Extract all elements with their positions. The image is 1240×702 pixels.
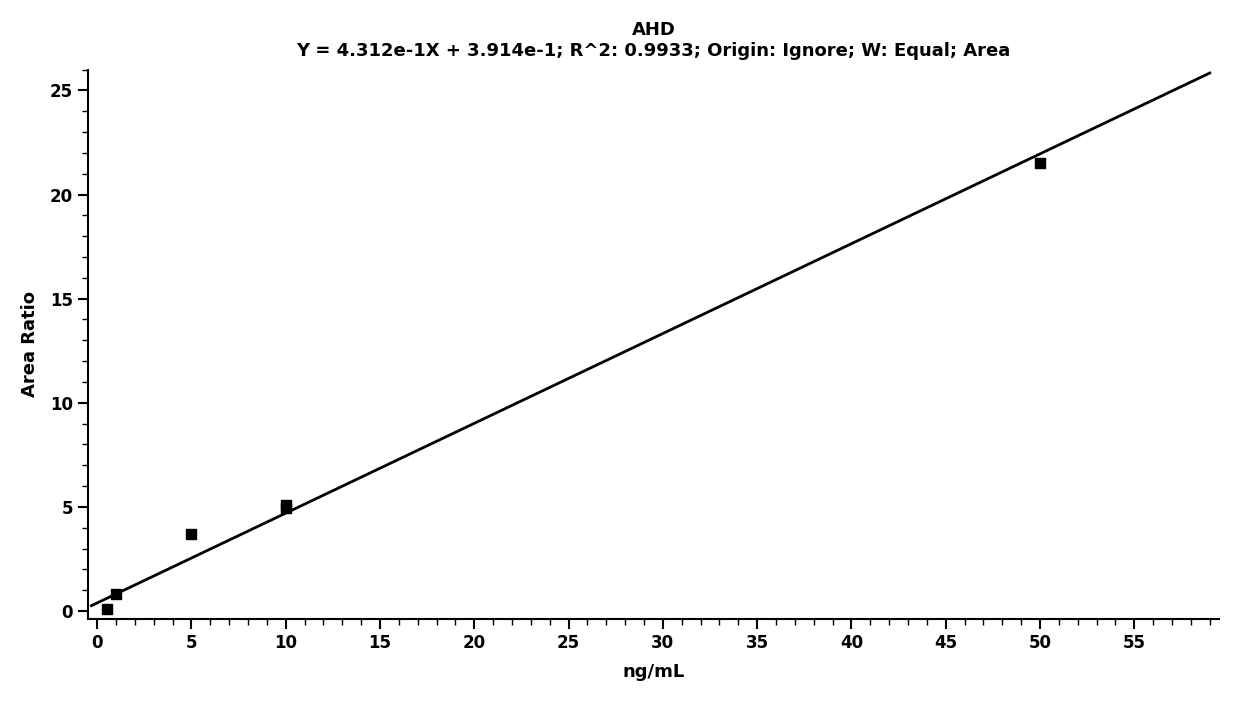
Point: [181, 529, 201, 540]
Point: [97, 604, 117, 615]
Y-axis label: Area Ratio: Area Ratio: [21, 291, 38, 397]
X-axis label: ng/mL: ng/mL: [622, 663, 684, 681]
Point: [275, 499, 295, 510]
Point: [107, 589, 126, 600]
Point: [275, 503, 295, 514]
Title: AHD
Y = 4.312e-1X + 3.914e-1; R^2: 0.9933; Origin: Ignore; W: Equal; Area: AHD Y = 4.312e-1X + 3.914e-1; R^2: 0.993…: [296, 21, 1011, 60]
Point: [1030, 158, 1050, 169]
